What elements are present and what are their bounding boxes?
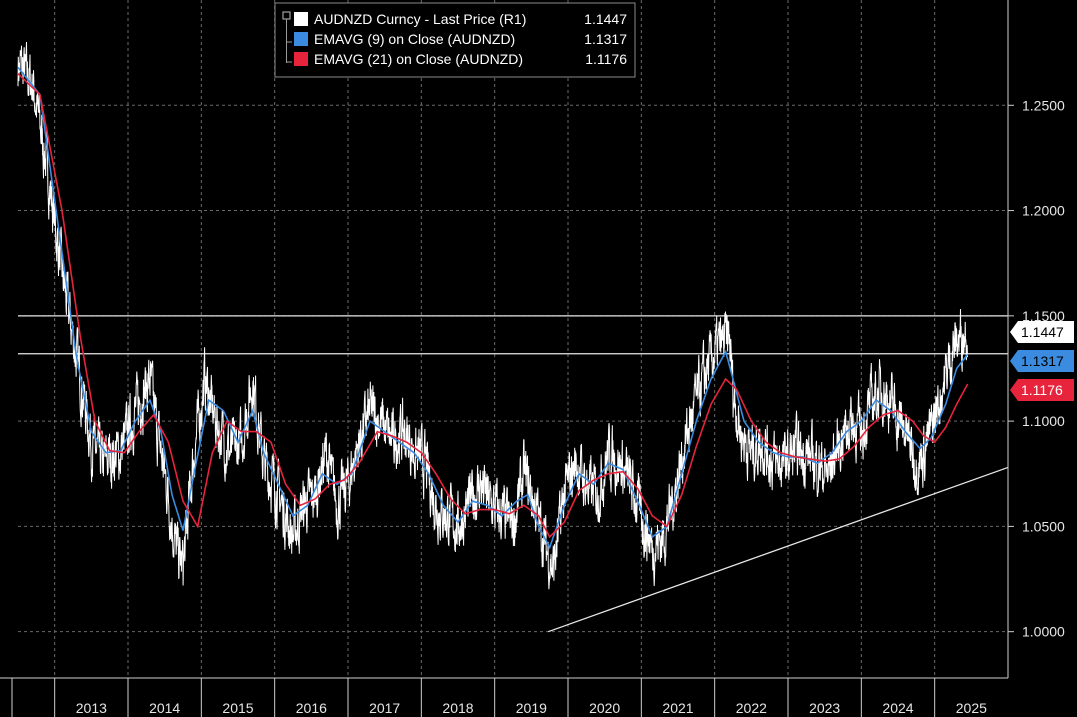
y-tick-label: 1.2000 — [1022, 203, 1065, 219]
x-tick-label: 2021 — [662, 700, 693, 716]
badge-shape — [1010, 321, 1074, 343]
legend-label: AUDNZD Curncy - Last Price (R1) — [314, 11, 526, 27]
x-tick-label: 2016 — [296, 700, 327, 716]
value-badges: 1.1447 1.1317 1.1176 — [1010, 321, 1074, 401]
legend-value: 1.1317 — [584, 31, 627, 47]
legend-swatch — [294, 12, 308, 26]
x-tick-label: 2025 — [956, 700, 987, 716]
badge-label: 1.1317 — [1021, 353, 1064, 369]
y-tick-label: 1.1000 — [1022, 413, 1065, 429]
price-series-line — [17, 41, 968, 590]
x-tick-label: 2024 — [882, 700, 913, 716]
x-tick-label: 2022 — [736, 700, 767, 716]
x-tick-label: 2020 — [589, 700, 620, 716]
y-tick-label: 1.0000 — [1022, 624, 1065, 640]
value-badge: 1.1317 — [1010, 350, 1074, 372]
x-tick-label: 2018 — [442, 700, 473, 716]
legend-box — [274, 2, 636, 78]
x-tick-label: 2013 — [76, 700, 107, 716]
resistance-lines — [18, 315, 1008, 355]
legend-label: EMAVG (21) on Close (AUDNZD) — [314, 51, 523, 67]
badge-label: 1.1176 — [1021, 382, 1063, 398]
value-badge: 1.1447 — [1010, 321, 1074, 343]
badge-shape — [1010, 379, 1074, 401]
legend-value: 1.1176 — [585, 51, 627, 67]
badge-label: 1.1447 — [1021, 324, 1064, 340]
x-tick-label: 2015 — [222, 700, 253, 716]
support-trendline — [547, 466, 1009, 633]
badge-shape — [1010, 350, 1074, 372]
legend: AUDNZD Curncy - Last Price (R1) 1.1447 EMA… — [274, 2, 636, 78]
value-badge: 1.1176 — [1010, 379, 1074, 401]
x-tick-label: 2019 — [516, 700, 547, 716]
legend-swatch — [294, 52, 308, 66]
series — [17, 41, 969, 590]
y-tick-label: 1.0500 — [1022, 518, 1065, 534]
x-tick-label: 2017 — [369, 700, 400, 716]
x-tick-label: 2014 — [149, 700, 180, 716]
y-tick-label: 1.2500 — [1022, 97, 1065, 113]
legend-swatch — [294, 32, 308, 46]
trendline — [547, 466, 1009, 633]
x-tick-label: 2023 — [809, 700, 840, 716]
ema21-series-line — [17, 73, 969, 539]
y-tick-label: 1.1500 — [1022, 308, 1065, 324]
legend-value: 1.1447 — [584, 11, 627, 27]
legend-label: EMAVG (9) on Close (AUDNZD) — [314, 31, 515, 47]
